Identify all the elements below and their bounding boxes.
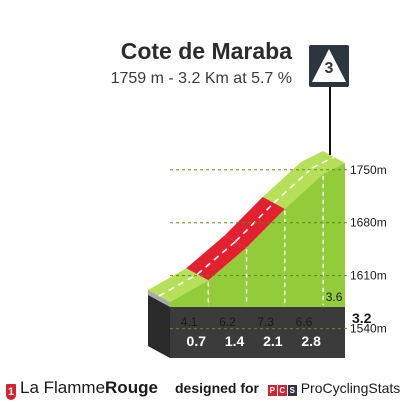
- lfr-brand-bold: Rouge: [105, 378, 158, 397]
- pcs-logo-p: P: [267, 385, 277, 396]
- elevation-tick-label: 1750m: [350, 163, 387, 177]
- pcs-logo-s: S: [287, 385, 297, 396]
- segment-ribbon-dash: [311, 156, 335, 169]
- elevation-tick-label: 1610m: [350, 269, 387, 283]
- segment-ribbon-dash: [196, 240, 237, 275]
- segment-ribbon-dash: [234, 202, 275, 243]
- category-number: 3: [324, 60, 334, 77]
- segment-face: [170, 280, 209, 307]
- designed-for-label: designed for: [175, 380, 260, 396]
- distance-label: 3.2: [352, 310, 372, 326]
- segment-ribbon-dash: [158, 273, 198, 297]
- segment-face: [246, 208, 285, 307]
- distance-label: 0.7: [187, 333, 207, 349]
- gradient-label: 3.6: [326, 290, 343, 304]
- lafammerouge-logo: 1 La FlammeRouge: [6, 378, 158, 400]
- segment-face: [208, 247, 247, 307]
- segment-face: [284, 173, 324, 307]
- gradient-label: 4.1: [181, 315, 198, 329]
- gradient-label: 7.3: [257, 315, 274, 329]
- profile-base-band: [170, 307, 345, 358]
- distance-label: 1.4: [225, 333, 245, 349]
- segment-ribbon-dash: [273, 167, 313, 204]
- lfr-badge-icon: 1: [6, 384, 16, 400]
- pcs-logo-c: C: [277, 385, 287, 396]
- climb-profile-chart: 1540m 1610m 1680m 1750m 4.1 0.7 6.2 1.4 7.3 2.1 6.…: [148, 87, 387, 358]
- gradient-label: 6.6: [296, 315, 313, 329]
- profile-base-side: [148, 295, 170, 358]
- gradient-label: 6.2: [219, 315, 236, 329]
- pcs-name: ProCyclingStats: [300, 380, 401, 396]
- distance-label: 2.8: [301, 333, 321, 349]
- category-triangle-icon: [312, 49, 346, 82]
- distance-label: 2.1: [263, 333, 283, 349]
- elevation-tick-label: 1540m: [350, 322, 387, 336]
- category-badge: 3: [309, 45, 349, 87]
- climb-title: Cote de Maraba: [120, 38, 292, 64]
- segment-face: [323, 163, 345, 307]
- elevation-tick-label: 1680m: [350, 216, 387, 230]
- climb-subtitle: 1759 m - 3.2 Km at 5.7 %: [110, 70, 292, 87]
- lfr-brand-light: La Flamme: [20, 378, 106, 397]
